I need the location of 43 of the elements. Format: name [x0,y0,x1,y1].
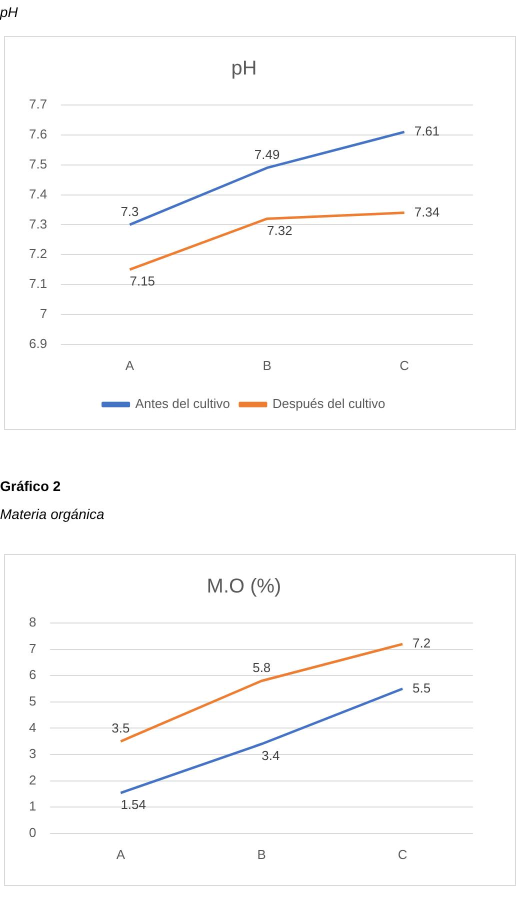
data-label: 7.49 [254,146,280,162]
y-tick-label: 7.3 [28,216,48,232]
x-tick-label: C [400,358,410,373]
legend-label: Después del cultivo [272,396,386,412]
y-tick-label: 7.5 [28,156,48,172]
text: Materia orgánica [0,505,106,524]
y-tick-label: 4 [28,720,36,735]
x-tick-label: C [398,846,408,862]
data-label: 5.5 [412,680,431,696]
y-tick-label: 7.2 [28,246,48,262]
data-label: 7.3 [120,204,139,219]
chart-title: pH [231,58,257,80]
y-tick-label: 1 [28,798,36,814]
data-label: 3.4 [262,748,280,764]
x-tick-label: B [257,846,266,862]
data-label: 7.34 [414,204,440,220]
y-tick-label: 7 [40,306,48,322]
x-tick-label: A [116,846,126,862]
data-label: 7.32 [267,222,292,238]
chart-title: M.O (%) [206,576,282,598]
data-label: 7.15 [130,274,156,289]
data-label: 5.8 [252,660,271,675]
y-tick-label: 2 [28,772,36,788]
y-tick-label: 0 [28,824,36,840]
y-tick-label: 7.1 [28,276,48,292]
text: Gráfico 2 [0,477,62,496]
y-tick-label: 6.9 [28,336,48,351]
text: pH [0,3,19,22]
y-tick-label: 7.7 [28,96,48,112]
x-tick-label: B [262,358,272,373]
y-tick-label: 7.4 [28,186,48,202]
x-tick-label: A [125,358,134,373]
y-tick-label: 8 [28,614,36,630]
y-tick-label: 7 [28,640,36,656]
data-label: 7.2 [412,636,431,651]
data-label: 3.5 [112,720,130,736]
data-label: 7.61 [414,124,440,139]
y-tick-label: 3 [28,746,36,762]
y-tick-label: 6 [28,667,36,682]
data-label: 1.54 [120,796,146,812]
y-tick-label: 7.6 [28,126,48,142]
legend-label: Antes del cultivo [135,396,230,412]
y-tick-label: 5 [28,693,36,708]
